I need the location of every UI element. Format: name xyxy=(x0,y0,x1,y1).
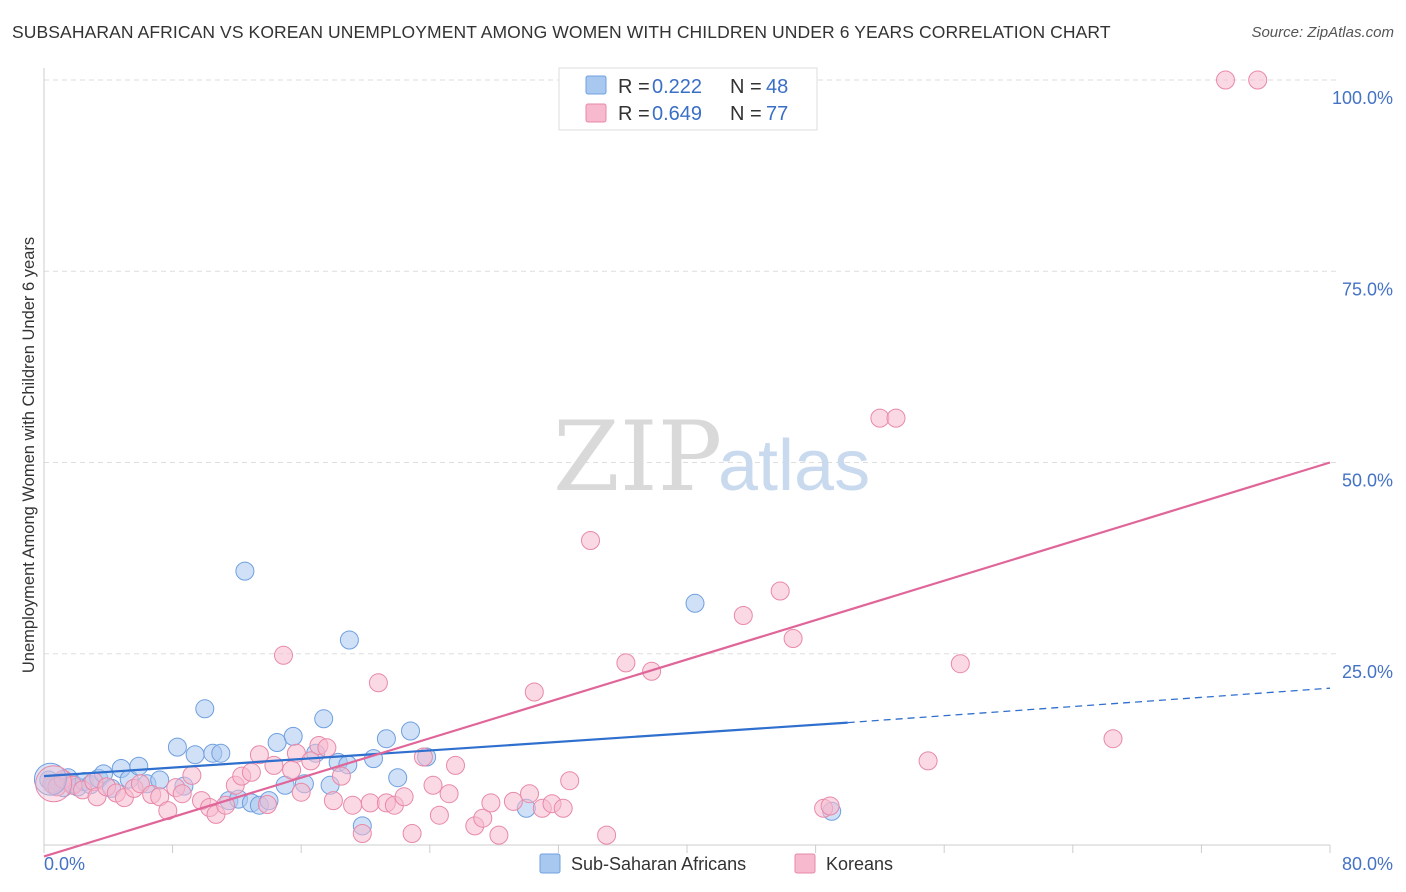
bottom-legend-swatch-koreans xyxy=(794,853,816,874)
korean-point-74 xyxy=(1103,729,1123,749)
watermark-atlas: atlas xyxy=(718,426,870,506)
legend-r-value-subsaharan: 0.222 xyxy=(652,76,702,98)
legend-swatch-subsaharan xyxy=(585,75,607,95)
subsaharan-point-46 xyxy=(685,593,705,613)
watermark: ZIP atlas xyxy=(553,401,870,513)
korean-point-54 xyxy=(503,791,523,811)
legend-n-value-koreans: 77 xyxy=(766,103,788,125)
korean-point-73 xyxy=(950,654,970,674)
korean-point-76 xyxy=(1248,70,1268,90)
subsaharan-trend-line xyxy=(43,721,848,778)
legend-swatch-koreans xyxy=(585,103,607,123)
axes xyxy=(43,68,1331,853)
subsaharan-point-38 xyxy=(339,630,359,650)
y-tick-label-2: 75.0% xyxy=(1342,279,1393,299)
korean-point-53 xyxy=(489,825,509,845)
x-tick-label-max: 80.0% xyxy=(1342,854,1393,874)
korean-point-69 xyxy=(820,796,840,816)
korean-point-67 xyxy=(783,629,803,648)
korean-point-61 xyxy=(581,531,600,550)
korean-point-66 xyxy=(770,581,790,601)
legend-r-label-koreans: R = xyxy=(618,103,650,125)
subsaharan-point-43 xyxy=(401,721,420,741)
korean-point-28 xyxy=(274,645,293,665)
korean-point-16 xyxy=(172,784,192,804)
korean-point-29 xyxy=(282,760,302,780)
legend-n-label-subsaharan: N = xyxy=(730,76,762,98)
korean-point-46 xyxy=(423,775,443,795)
subsaharan-trend-extension xyxy=(847,687,1331,724)
korean-point-32 xyxy=(301,751,321,771)
subsaharan-point-19 xyxy=(185,745,205,765)
y-tick-label-3: 100.0% xyxy=(1332,88,1393,108)
subsaharan-point-cluster xyxy=(33,762,67,796)
y-tick-labels: 25.0% 50.0% 75.0% 100.0% xyxy=(1332,88,1393,682)
korean-point-25 xyxy=(249,745,269,765)
korean-point-65 xyxy=(733,606,753,625)
chart-title: SUBSAHARAN AFRICAN VS KOREAN UNEMPLOYMEN… xyxy=(12,22,1111,42)
legend: R = 0.222 N = 48 R = 0.649 N = 77 xyxy=(558,67,818,131)
korean-point-44 xyxy=(402,824,422,843)
subsaharan-point-22 xyxy=(211,743,231,763)
korean-point-31 xyxy=(291,782,311,802)
korean-point-49 xyxy=(446,755,465,775)
korean-point-60 xyxy=(560,771,580,791)
korean-point-39 xyxy=(360,793,380,813)
y-tick-label-0: 25.0% xyxy=(1342,662,1393,682)
korean-point-75 xyxy=(1216,70,1235,90)
korean-point-17 xyxy=(182,765,202,785)
subsaharan-point-20 xyxy=(195,699,215,719)
subsaharan-point-41 xyxy=(376,729,396,749)
korean-point-43 xyxy=(394,787,414,807)
subsaharan-point-14 xyxy=(129,756,149,776)
legend-r-label-subsaharan: R = xyxy=(618,76,650,98)
korean-point-38 xyxy=(352,824,372,843)
korean-point-34 xyxy=(317,738,337,758)
korean-point-55 xyxy=(520,784,539,804)
y-tick-label-1: 50.0% xyxy=(1342,471,1393,491)
korean-point-56 xyxy=(524,682,544,702)
korean-point-45 xyxy=(413,747,433,767)
bottom-legend-swatch-subsaharan xyxy=(539,853,561,874)
legend-r-value-koreans: 0.649 xyxy=(652,103,702,125)
korean-point-48 xyxy=(439,784,459,804)
x-tick-label-min: 0.0% xyxy=(44,854,85,874)
bottom-legend: Sub-Saharan Africans Koreans xyxy=(539,853,893,874)
korean-point-59 xyxy=(553,798,573,818)
korean-point-24 xyxy=(241,762,261,782)
korean-point-51 xyxy=(473,808,493,828)
legend-n-label-koreans: N = xyxy=(730,103,762,125)
subsaharan-point-31 xyxy=(283,726,303,746)
subsaharan-point-42 xyxy=(388,768,408,788)
korean-point-71 xyxy=(886,408,906,428)
korean-point-37 xyxy=(343,795,363,815)
korean-point-63 xyxy=(616,653,636,673)
korean-point-70 xyxy=(870,408,890,428)
x-tick-labels: 0.0% 80.0% xyxy=(44,854,1393,874)
bottom-legend-label-subsaharan: Sub-Saharan Africans xyxy=(571,854,746,874)
subsaharan-point-25 xyxy=(235,561,255,581)
korean-point-21 xyxy=(216,795,236,815)
bottom-legend-label-koreans: Koreans xyxy=(826,854,893,874)
korean-point-27 xyxy=(264,755,284,775)
korean-point-36 xyxy=(331,766,351,786)
korean-trend-line xyxy=(43,461,1331,858)
korean-point-62 xyxy=(597,825,617,845)
legend-n-value-subsaharan: 48 xyxy=(766,76,788,98)
source-credit: Source: ZipAtlas.com xyxy=(1251,24,1394,41)
korean-point-72 xyxy=(918,751,938,771)
watermark-zip: ZIP xyxy=(553,401,722,513)
subsaharan-point-17 xyxy=(167,737,187,757)
korean-point-40 xyxy=(368,673,388,693)
korean-point-cluster xyxy=(35,765,73,803)
korean-point-35 xyxy=(323,791,343,811)
korean-point-52 xyxy=(481,793,501,813)
y-axis-title: Unemployment Among Women with Children U… xyxy=(20,237,38,673)
korean-point-47 xyxy=(429,805,449,825)
subsaharan-point-29 xyxy=(267,733,287,752)
subsaharan-point-34 xyxy=(314,709,334,729)
korean-point-26 xyxy=(257,795,277,814)
trend-lines xyxy=(43,461,1331,858)
